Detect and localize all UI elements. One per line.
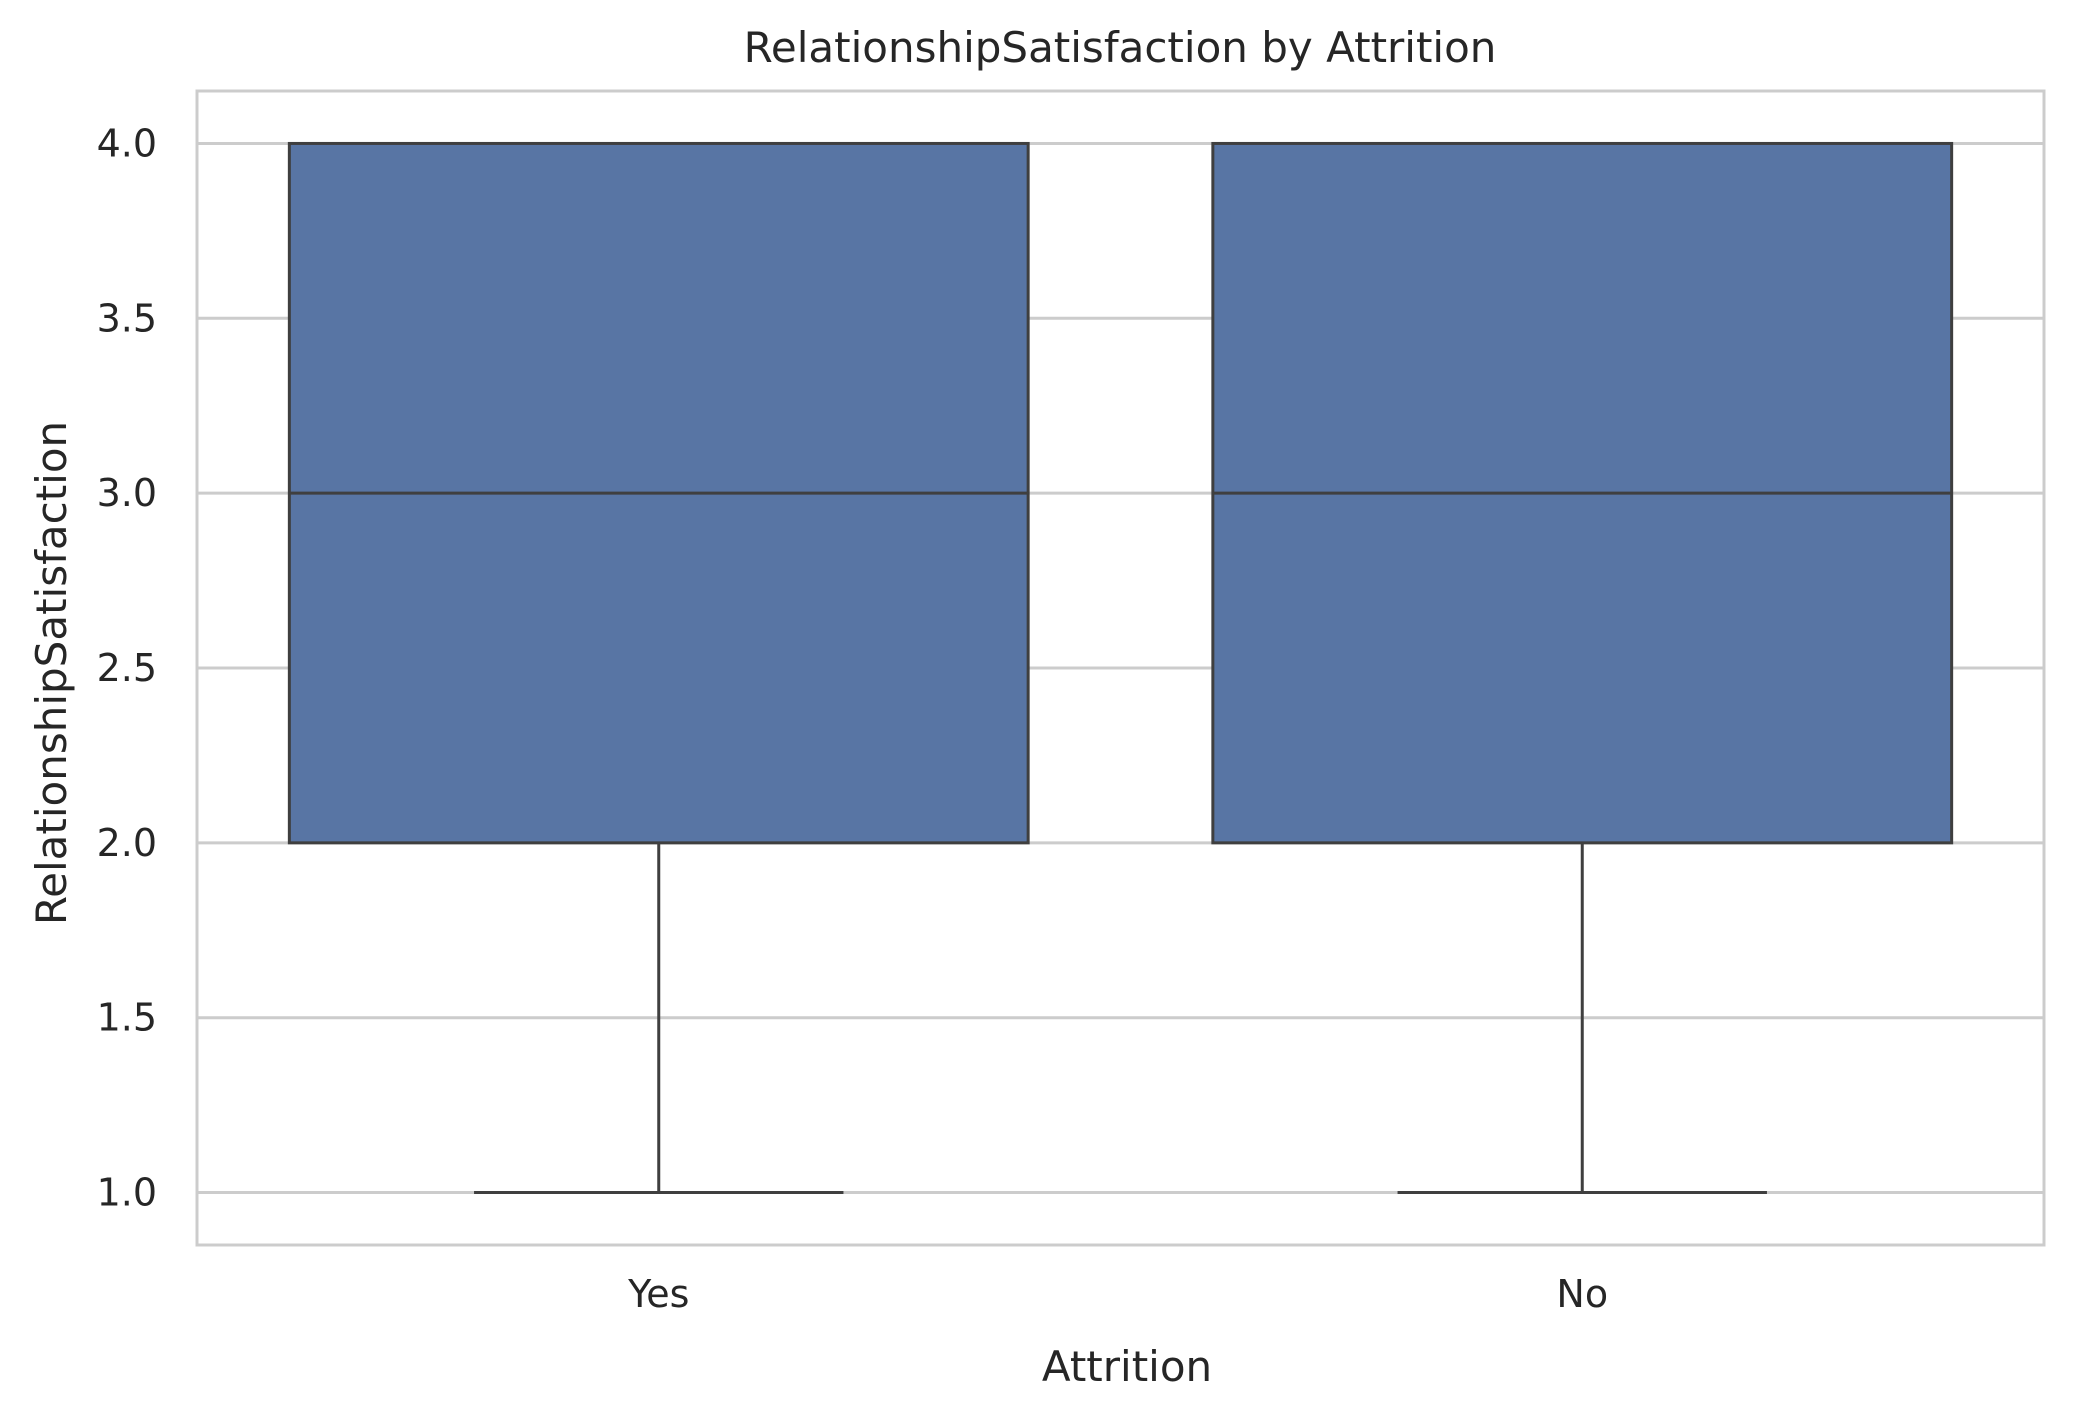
y-tick-label: 1.0 (97, 1171, 157, 1215)
box-no (1211, 141, 1954, 1195)
y-tick-label: 4.0 (97, 121, 157, 165)
y-axis-title: RelationshipSatisfaction (27, 421, 76, 925)
x-tick-label: Yes (627, 1272, 689, 1316)
y-tick-label: 3.5 (97, 296, 157, 340)
x-axis-title: Attrition (1042, 1342, 1212, 1391)
y-tick-label: 1.5 (97, 996, 157, 1040)
y-tick-label: 2.0 (97, 821, 157, 865)
chart-title: RelationshipSatisfaction by Attrition (744, 23, 1497, 72)
y-tick-label: 3.0 (97, 471, 157, 515)
boxes (287, 141, 1954, 1195)
x-tick-labels: Yes No (627, 1272, 1608, 1316)
plot-frame (195, 89, 2046, 1247)
box-yes (287, 141, 1030, 1195)
x-tick-label: No (1556, 1272, 1608, 1316)
y-tick-label: 2.5 (97, 646, 157, 690)
y-tick-labels: 1.0 1.5 2.0 2.5 3.0 3.5 4.0 (97, 121, 157, 1214)
